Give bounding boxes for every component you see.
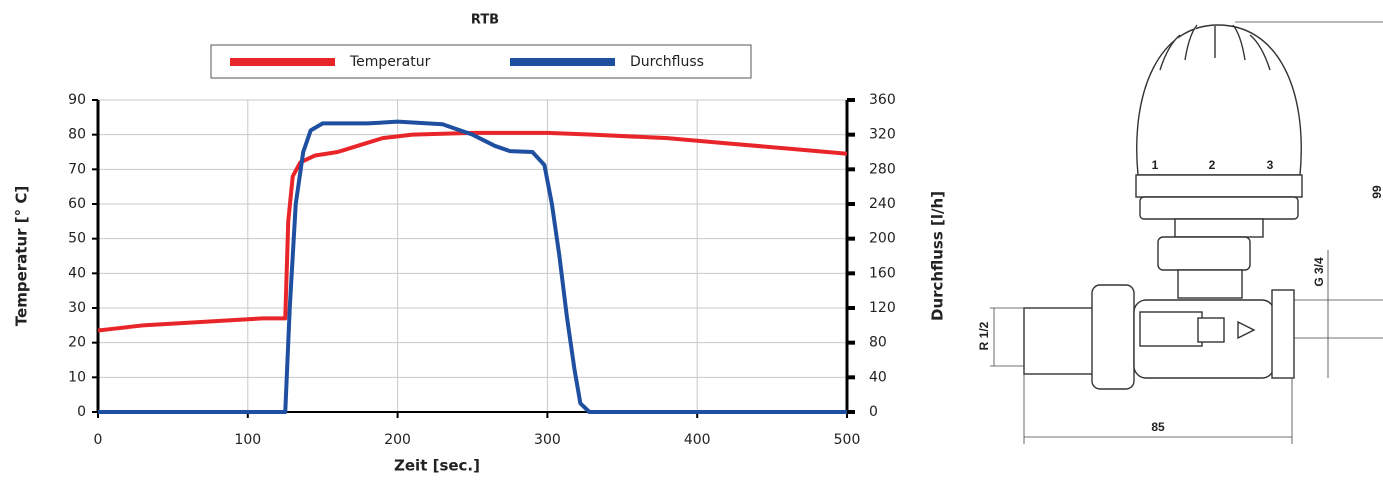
y-tick-label: 0 bbox=[77, 404, 86, 420]
y-tick-label: 30 bbox=[68, 300, 86, 316]
y2-tick-label: 0 bbox=[869, 404, 878, 420]
x-tick-label: 0 bbox=[94, 432, 103, 448]
dimension-label: 85 bbox=[1151, 420, 1165, 434]
dimension-label: R 1/2 bbox=[977, 321, 991, 350]
legend-label: Durchfluss bbox=[630, 54, 704, 70]
x-axis-label: Zeit [sec.] bbox=[394, 457, 480, 475]
x-tick-label: 300 bbox=[534, 432, 561, 448]
legend-label: Temperatur bbox=[349, 54, 431, 70]
dimension-label: G 3/4 bbox=[1312, 257, 1326, 287]
y-axis-label: Temperatur [° C] bbox=[13, 186, 31, 326]
scale-label: 2 bbox=[1209, 158, 1216, 172]
y2-tick-label: 120 bbox=[869, 300, 896, 316]
y-tick-label: 10 bbox=[68, 369, 86, 385]
y2-tick-label: 320 bbox=[869, 127, 896, 143]
y-tick-label: 50 bbox=[68, 231, 86, 247]
series-line bbox=[97, 130, 848, 333]
y2-tick-label: 360 bbox=[869, 92, 896, 108]
y2-tick-label: 240 bbox=[869, 196, 896, 212]
scale-label: 3 bbox=[1267, 158, 1274, 172]
scale-label: 1 bbox=[1152, 158, 1159, 172]
y2-tick-label: 200 bbox=[869, 231, 896, 247]
y-tick-label: 20 bbox=[68, 335, 86, 351]
x-tick-label: 500 bbox=[834, 432, 861, 448]
y2-tick-label: 160 bbox=[869, 265, 896, 281]
y-tick-label: 70 bbox=[68, 161, 86, 177]
x-tick-label: 400 bbox=[684, 432, 711, 448]
valve-drawing: 1 2 3 99 G 3/4 R 1/2 85 bbox=[977, 21, 1383, 444]
y-tick-label: 90 bbox=[68, 92, 86, 108]
y-tick-label: 60 bbox=[68, 196, 86, 212]
y2-axis-label: Durchfluss [l/h] bbox=[929, 191, 947, 321]
x-tick-label: 100 bbox=[234, 432, 261, 448]
y2-tick-label: 280 bbox=[869, 161, 896, 177]
series-line bbox=[98, 119, 847, 414]
y2-tick-label: 40 bbox=[869, 369, 887, 385]
dimension-label: 99 bbox=[1370, 185, 1383, 199]
y-tick-label: 80 bbox=[68, 127, 86, 143]
y2-tick-label: 80 bbox=[869, 335, 887, 351]
chart-title: RTB bbox=[471, 13, 499, 28]
y-tick-label: 40 bbox=[68, 265, 86, 281]
x-tick-label: 200 bbox=[384, 432, 411, 448]
